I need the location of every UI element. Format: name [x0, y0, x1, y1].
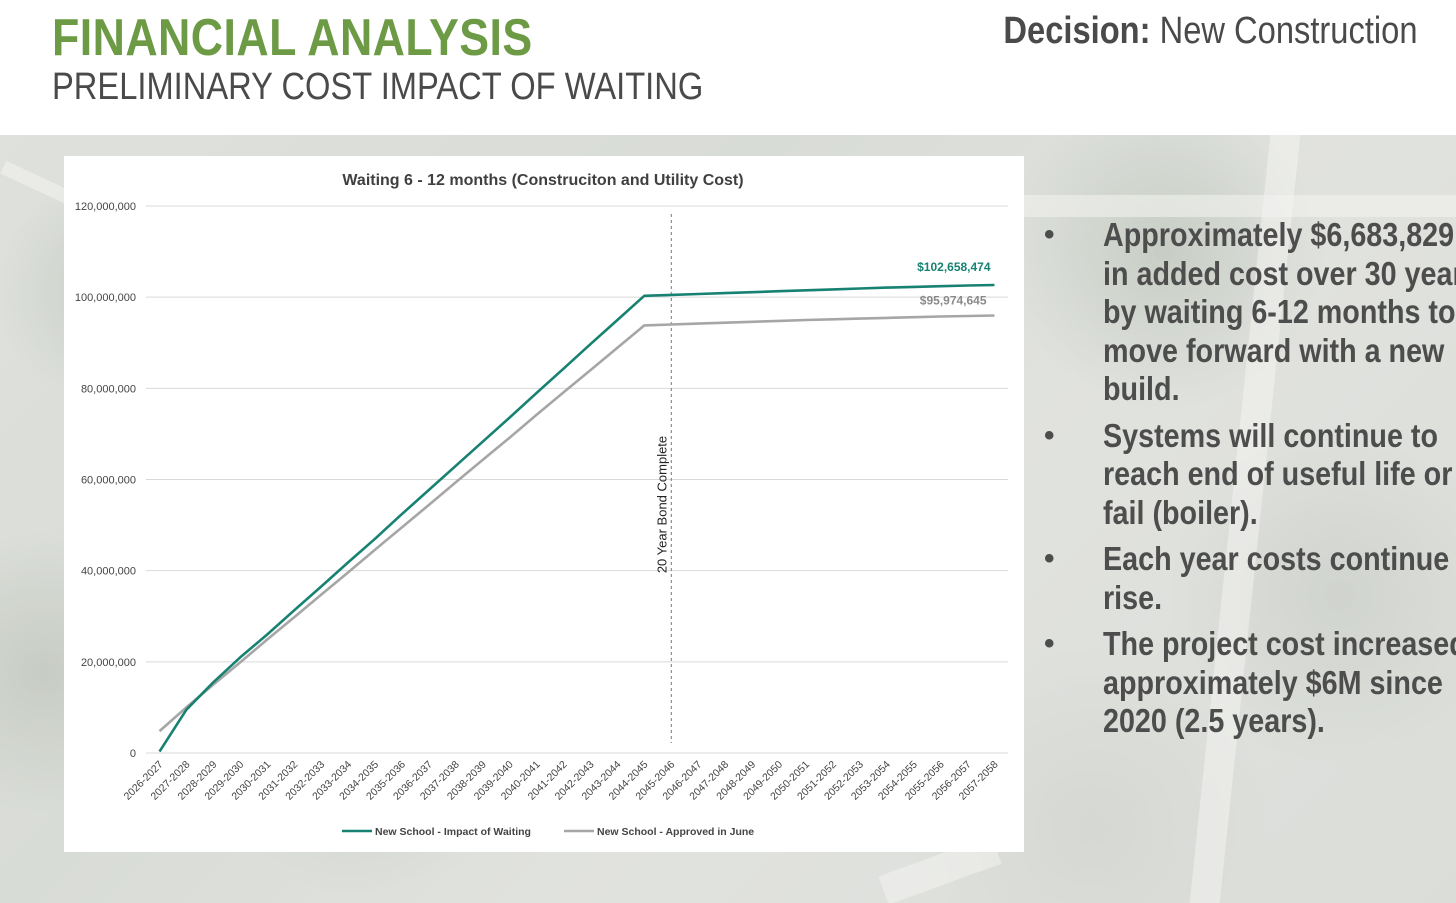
- header: FINANCIAL ANALYSIS PRELIMINARY COST IMPA…: [0, 0, 1456, 135]
- y-tick-label: 120,000,000: [75, 201, 136, 213]
- decision-label: Decision:: [1003, 10, 1151, 52]
- y-axis-tick-labels: 0 20,000,000 40,000,000 60,000,000 80,000,00…: [75, 201, 136, 760]
- chart-series: [158, 283, 995, 753]
- chart-panel: Waiting 6 - 12 months (Construciton and …: [64, 156, 1024, 852]
- bullet-icon: •: [1044, 218, 1055, 251]
- bond-complete-label: 20 Year Bond Complete: [654, 436, 669, 573]
- y-tick-label: 0: [130, 748, 136, 760]
- y-tick-label: 60,000,000: [81, 475, 136, 487]
- y-tick-label: 40,000,000: [81, 566, 136, 578]
- bullet-text: Each year costs continue to rise.: [1103, 540, 1456, 616]
- chart-title: Waiting 6 - 12 months (Construciton and …: [342, 172, 743, 189]
- road: [1020, 195, 1456, 217]
- chart-legend: New School - Impact of Waiting New School…: [342, 826, 754, 838]
- bullet-item: • Approximately $6,683,829 in added cost …: [1040, 216, 1456, 409]
- legend-label: New School - Impact of Waiting: [375, 826, 531, 838]
- bullet-text: Systems will continue to reach end of us…: [1103, 416, 1453, 531]
- bullet-icon: •: [1044, 418, 1055, 452]
- bullet-item: • Each year costs continue to rise.: [1040, 540, 1456, 617]
- decision-text: Decision: New Construction: [1004, 10, 1418, 53]
- bullet-item: • Systems will continue to reach end of u…: [1040, 417, 1452, 533]
- bullet-list: • Approximately $6,683,829 in added cost …: [1040, 216, 1456, 749]
- page-title: FINANCIAL ANALYSIS: [52, 9, 533, 67]
- y-tick-label: 80,000,000: [81, 383, 136, 395]
- y-tick-label: 100,000,000: [75, 292, 136, 304]
- end-value-label-approved: $95,974,645: [920, 294, 987, 308]
- road: [0, 160, 70, 204]
- decision-value: New Construction: [1160, 10, 1418, 52]
- end-value-label-waiting: $102,658,474: [917, 260, 991, 274]
- bullet-item: • The project cost increased approximatel…: [1040, 625, 1456, 741]
- series-line: [158, 314, 995, 733]
- series-line: [158, 283, 995, 753]
- legend-label: New School - Approved in June: [597, 826, 754, 838]
- bullet-icon: •: [1044, 542, 1055, 575]
- x-axis-tick-labels: 2026-20272027-20282028-20292029-20302030…: [122, 759, 1001, 803]
- bullet-icon: •: [1044, 627, 1055, 660]
- line-chart: Waiting 6 - 12 months (Construciton and …: [75, 172, 1008, 838]
- bullet-text: Approximately $6,683,829 in added cost o…: [1103, 216, 1456, 407]
- y-tick-label: 20,000,000: [81, 657, 136, 669]
- page-subtitle: PRELIMINARY COST IMPACT OF WAITING: [52, 66, 704, 108]
- chart-grid: [146, 205, 1008, 754]
- bullet-text: The project cost increased approximately…: [1103, 625, 1456, 739]
